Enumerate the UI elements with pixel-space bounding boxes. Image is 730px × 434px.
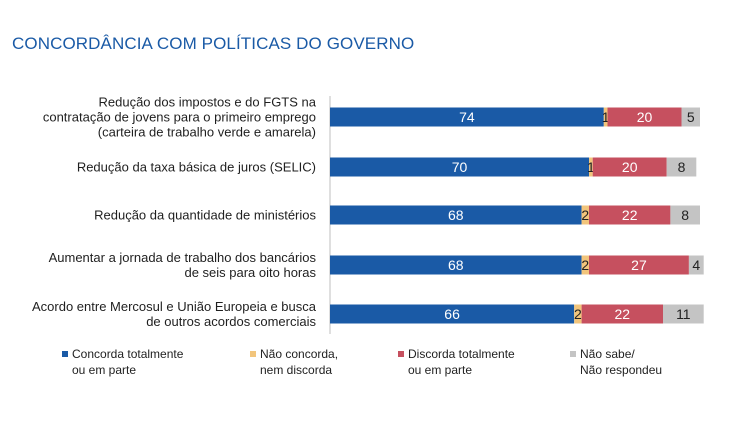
legend-label: Não concorda, nem discorda [260, 347, 339, 377]
bar-segment [589, 157, 593, 177]
category-label: Redução da taxa básica de juros (SELIC) [77, 160, 316, 175]
data-label: 20 [622, 159, 638, 175]
legend-item: Concorda totalmente ou em parte [62, 346, 183, 378]
legend-label: Não sabe/ Não respondeu [580, 347, 663, 377]
bar-segment [666, 157, 697, 177]
category-label: Redução da quantidade de ministérios [94, 208, 316, 223]
bar-segment [688, 255, 704, 275]
data-label: 68 [448, 207, 464, 223]
legend-swatch [570, 351, 576, 357]
data-label: 2 [581, 207, 589, 223]
bar-segment [574, 304, 582, 324]
data-label: 1 [602, 109, 610, 125]
data-label: 22 [622, 207, 638, 223]
data-label: 22 [615, 306, 631, 322]
bar-segment [581, 304, 663, 324]
bar-segment [330, 255, 582, 275]
category-label: Aumentar a jornada de trabalho dos bancá… [49, 250, 317, 280]
data-label: 70 [452, 159, 468, 175]
bar-segment [681, 107, 700, 127]
bar-segment [589, 255, 689, 275]
data-label: 5 [687, 109, 695, 125]
category-labels: Redução dos impostos e do FGTS na contrat… [32, 95, 317, 330]
data-label: 11 [676, 306, 691, 322]
bars: 74 1 20 570 1 20 868 2 22 868 2 27 466 2 22 11 [330, 107, 704, 324]
legend-swatch [62, 351, 68, 357]
data-label: 2 [581, 257, 589, 273]
data-label: 68 [448, 257, 464, 273]
bar-segment [330, 205, 582, 225]
data-label: 1 [587, 159, 595, 175]
legend-swatch [398, 351, 404, 357]
bar-segment [663, 304, 704, 324]
data-label: 66 [444, 306, 460, 322]
bar-segment [589, 205, 671, 225]
data-label: 4 [692, 257, 700, 273]
chart-title: CONCORDÂNCIA COM POLÍTICAS DO GOVERNO [12, 34, 415, 53]
category-label: Acordo entre Mercosul e União Europeia e… [32, 299, 317, 329]
bar-segment [581, 255, 589, 275]
data-label: 27 [631, 257, 647, 273]
bar-segment [330, 107, 604, 127]
data-label: 20 [637, 109, 653, 125]
legend: Concorda totalmente ou em parte Não conco… [62, 346, 722, 386]
data-label: 2 [574, 306, 582, 322]
category-label: Redução dos impostos e do FGTS na contrat… [43, 95, 317, 140]
bar-segment [592, 157, 667, 177]
data-label: 8 [681, 207, 689, 223]
legend-item: Não sabe/ Não respondeu [570, 346, 662, 378]
data-label: 74 [459, 109, 475, 125]
legend-item: Discorda totalmente ou em parte [398, 346, 515, 378]
legend-label: Discorda totalmente ou em parte [408, 347, 515, 377]
bar-segment [670, 205, 700, 225]
bar-segment [603, 107, 608, 127]
legend-swatch [250, 351, 256, 357]
bar-segment [581, 205, 589, 225]
bar-segment [330, 304, 575, 324]
bar-segment [330, 157, 589, 177]
legend-item: Não concorda, nem discorda [250, 346, 338, 378]
legend-label: Concorda totalmente ou em parte [72, 347, 184, 377]
data-label: 8 [678, 159, 686, 175]
bar-segment [607, 107, 682, 127]
